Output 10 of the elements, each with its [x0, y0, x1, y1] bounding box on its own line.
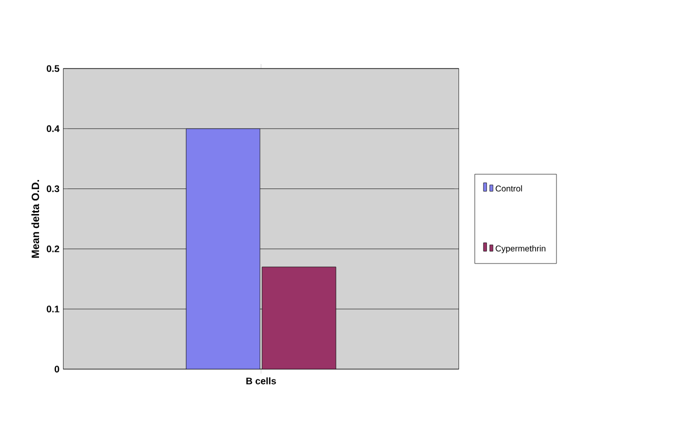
- y-tick-label: 0: [54, 366, 60, 373]
- y-axis-title: Mean delta O.D.: [31, 180, 40, 258]
- legend-label: Control: [496, 185, 522, 192]
- x-tick-label: B cells: [246, 377, 276, 384]
- y-tick-label: 0.3: [46, 185, 60, 192]
- y-tick-label: 0.4: [46, 125, 60, 132]
- y-tick-label: 0.2: [46, 246, 60, 252]
- legend-label: Cypermethrin: [496, 245, 546, 254]
- y-tick-label: 0.5: [46, 65, 60, 72]
- y-tick-label: 0.1: [46, 306, 60, 312]
